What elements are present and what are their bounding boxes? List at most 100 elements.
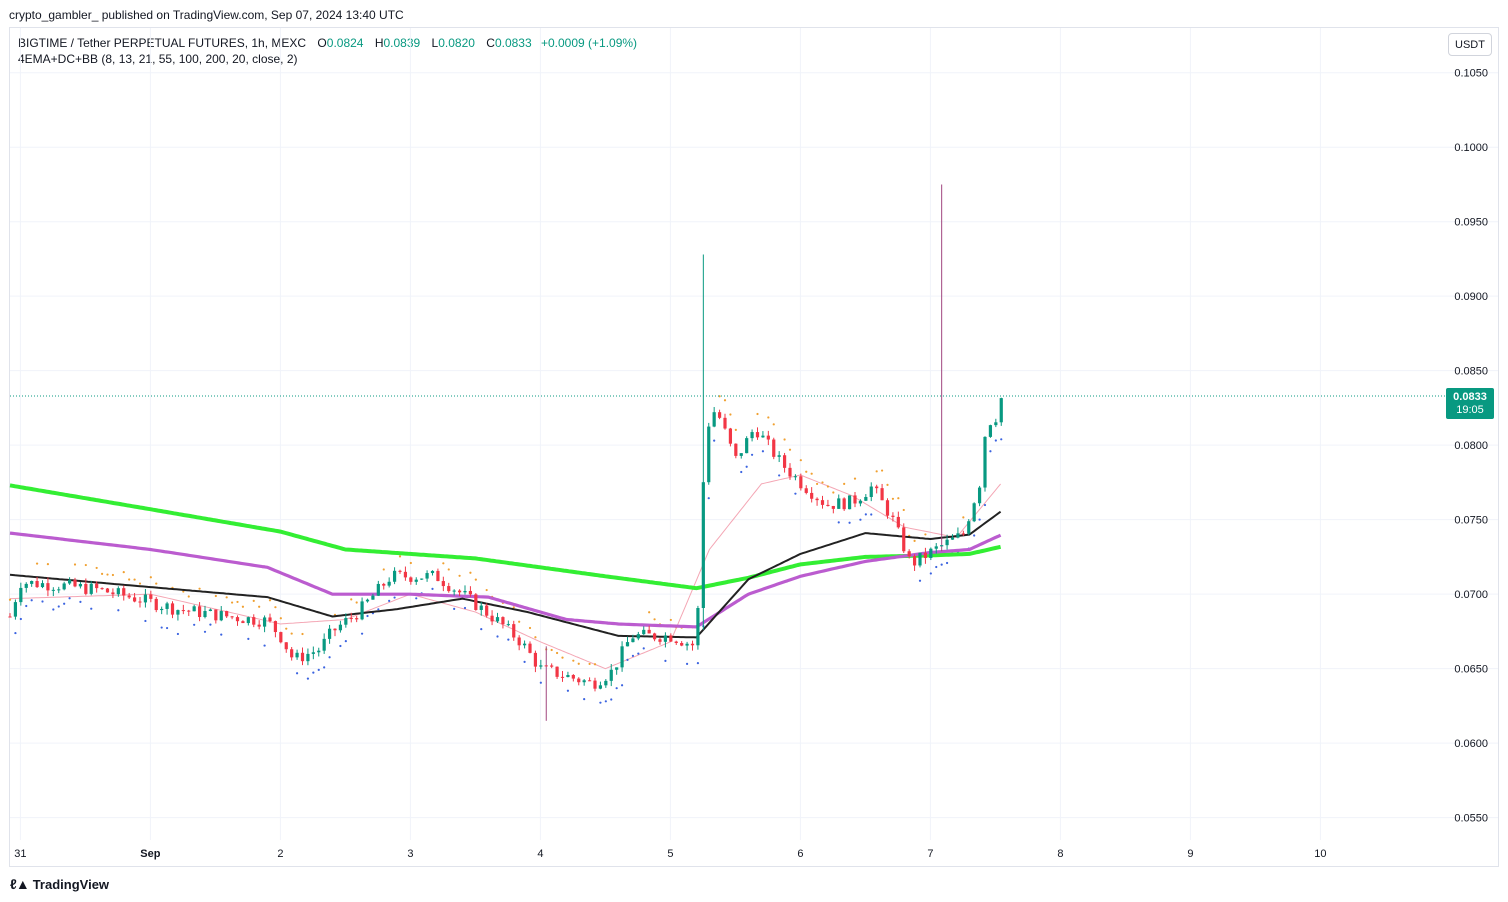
donchian-dot <box>880 469 884 472</box>
candle-body <box>934 546 938 549</box>
candle-body <box>598 685 603 689</box>
tradingview-logo[interactable]: ℓ▲ TradingView <box>10 876 109 892</box>
donchian-dot <box>843 482 846 486</box>
open-label: O <box>317 36 327 50</box>
candle-body <box>441 581 445 587</box>
candle-body <box>902 527 906 552</box>
candle-body <box>132 597 137 602</box>
candle-body <box>192 606 196 612</box>
candle-body <box>116 588 120 595</box>
donchian-dot <box>90 607 93 610</box>
symbol-legend: BIGTIME / Tether PERPETUAL FUTURES, 1h, … <box>18 35 637 51</box>
y-tick-label: 0.0800 <box>1454 440 1488 452</box>
candle-body <box>35 580 39 588</box>
x-tick-label: Sep <box>140 848 160 860</box>
x-tick-label: 3 <box>407 848 413 860</box>
candle-body <box>858 500 863 504</box>
x-tick-label: 10 <box>1314 848 1326 860</box>
donchian-dot <box>160 626 163 629</box>
candle-body <box>517 637 521 646</box>
currency-button[interactable]: USDT <box>1448 33 1492 56</box>
donchian-dot <box>929 572 932 575</box>
candle-body <box>273 621 278 633</box>
candle-body <box>279 632 283 643</box>
candle-body <box>165 603 169 609</box>
candle-body <box>810 492 814 499</box>
donchian-dot <box>453 607 456 610</box>
candle-body <box>149 594 153 599</box>
candle-body <box>89 583 93 594</box>
donchian-dot <box>507 638 510 641</box>
x-tick-label: 9 <box>1187 848 1193 860</box>
symbol-title[interactable]: BIGTIME / Tether PERPETUAL FUTURES, 1h, … <box>18 36 307 50</box>
donchian-dot <box>902 508 905 512</box>
candle-body <box>772 439 776 457</box>
candle-body <box>46 583 50 591</box>
candle-body <box>685 643 689 646</box>
donchian-dot <box>225 596 228 599</box>
candle-body <box>642 629 646 635</box>
x-tick-label: 7 <box>927 848 933 860</box>
candle-body <box>864 496 868 501</box>
candle-body <box>246 617 250 624</box>
high-label: H <box>374 36 384 50</box>
donchian-dot <box>945 561 949 565</box>
donchian-dot <box>588 662 591 666</box>
candle-body <box>940 545 944 547</box>
y-tick-label: 0.0750 <box>1454 515 1488 527</box>
candle-body <box>582 680 586 683</box>
donchian-dot <box>577 662 580 665</box>
ema-lines <box>9 483 1002 639</box>
donchian-dot <box>268 599 272 602</box>
brand-name: TradingView <box>32 876 110 892</box>
donchian-dot <box>366 614 369 618</box>
donchian-dot <box>962 516 965 519</box>
x-tick-label: 2 <box>277 848 283 860</box>
candle-body <box>257 624 261 627</box>
x-tick-label: 31 <box>14 848 26 860</box>
donchian-dot <box>19 617 22 621</box>
donchian-dot <box>891 497 895 500</box>
series-ema-55 <box>9 510 1002 639</box>
y-axis: 0.1050 0.1000 0.0950 0.0900 0.0850 0.0800 0.07… <box>1454 68 1488 825</box>
donchian-dot <box>14 631 17 635</box>
donchian-dot <box>263 644 266 647</box>
donchian-dot <box>52 608 55 611</box>
candle-body <box>766 435 770 440</box>
change-value: +0.0009 (+1.09%) <box>540 36 638 50</box>
candle-body <box>295 652 299 658</box>
donchian-dot <box>128 578 131 581</box>
x-tick-label: 6 <box>797 848 803 860</box>
candle-body <box>176 610 180 615</box>
donchian-dot <box>79 600 82 603</box>
candle-body <box>674 641 678 644</box>
donchian-dot <box>350 598 353 601</box>
candle-body <box>67 579 72 584</box>
y-tick-label: 0.1050 <box>1454 68 1488 80</box>
donchian-dot <box>339 644 342 648</box>
candle-body <box>820 500 825 505</box>
donchian-dot <box>821 481 824 484</box>
candle-body <box>322 638 326 651</box>
donchian-dot <box>924 533 927 536</box>
donchian-dot <box>610 698 613 701</box>
low-value: 0.0820 <box>438 36 475 50</box>
candle-body <box>13 602 18 617</box>
donchian-dot <box>155 582 158 585</box>
price-label-value: 0.0833 <box>1453 391 1487 403</box>
donchian-dot <box>220 633 223 636</box>
candle-body <box>317 650 321 653</box>
indicator-legend[interactable]: 4EMA+DC+BB (8, 13, 21, 55, 100, 200, 20,… <box>18 52 298 66</box>
donchian-dot <box>193 623 196 626</box>
candle-body <box>782 455 787 468</box>
y-tick-label: 0.0700 <box>1454 589 1488 601</box>
candle-body <box>750 432 754 439</box>
publish-info: crypto_gambler_ published on TradingView… <box>9 8 404 22</box>
donchian-dot <box>859 518 862 521</box>
candle-body <box>73 579 77 587</box>
donchian-dot <box>745 465 748 468</box>
donchian-dot <box>279 617 282 620</box>
donchian-dot <box>685 662 689 665</box>
candle-body <box>24 583 28 588</box>
